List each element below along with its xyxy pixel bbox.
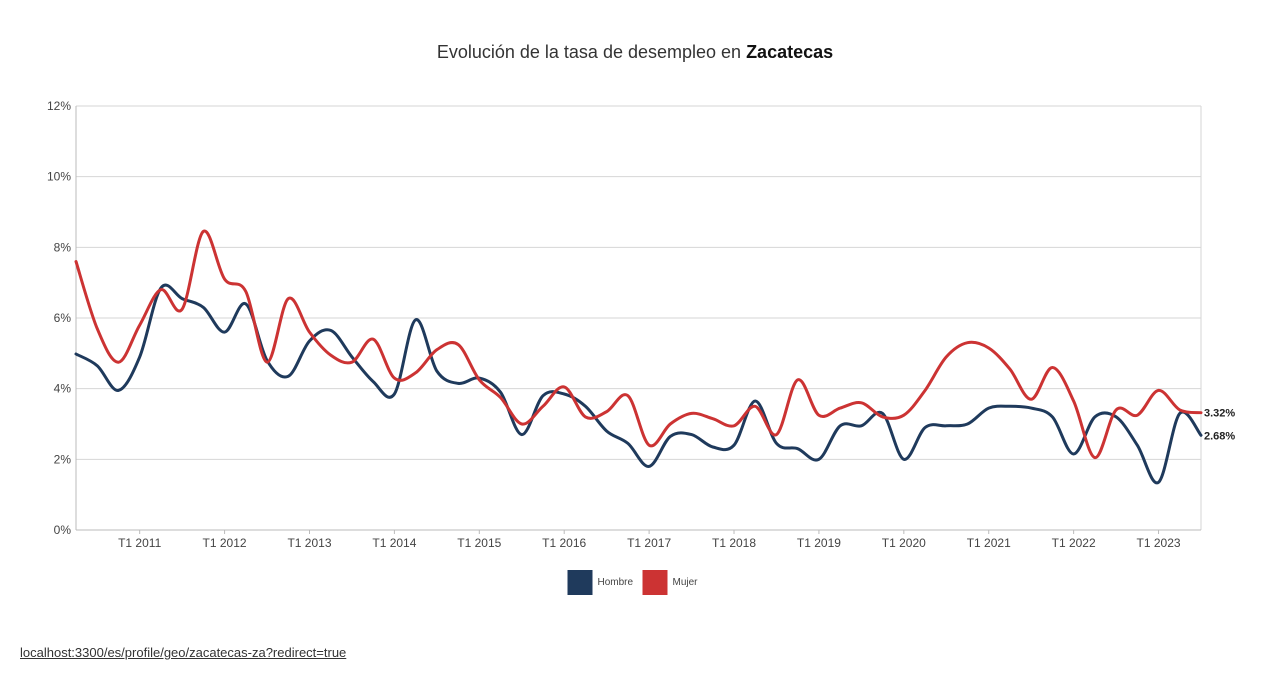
chart-title-prefix: Evolución de la tasa de desempleo en (437, 42, 746, 62)
y-tick-label: 12% (47, 99, 71, 113)
x-tick-label: T1 2023 (1137, 536, 1181, 550)
x-tick-label: T1 2014 (372, 536, 416, 550)
end-labels: 2.68% 3.32% (1204, 408, 1235, 443)
x-tick-label: T1 2021 (967, 536, 1011, 550)
x-tick-label: T1 2020 (882, 536, 926, 550)
y-tick-label: 10% (47, 170, 71, 184)
series-line-hombre[interactable] (74, 283, 1203, 485)
y-tick-labels: 0% 2% 4% 6% 8% 10% 12% (47, 99, 71, 537)
series-line-mujer[interactable] (74, 229, 1203, 460)
x-tick-label: T1 2013 (287, 536, 331, 550)
legend-swatch-hombre[interactable] (567, 570, 593, 595)
legend-label-hombre: Hombre (598, 577, 634, 588)
y-tick-label: 6% (54, 311, 72, 325)
source-url-link[interactable]: localhost:3300/es/profile/geo/zacatecas-… (20, 645, 347, 660)
axes (75, 106, 1201, 531)
x-tick-label: T1 2017 (627, 536, 671, 550)
series-lines (74, 229, 1203, 485)
grid-lines (76, 105, 1202, 530)
y-tick-label: 2% (54, 452, 72, 466)
x-tick-label: T1 2018 (712, 536, 756, 550)
x-tick-label: T1 2016 (542, 536, 586, 550)
x-tick-label: T1 2011 (118, 536, 161, 550)
chart-title-state: Zacatecas (746, 42, 833, 62)
end-label-mujer: 3.32% (1204, 408, 1235, 420)
x-tick-labels: T1 2011 T1 2012 T1 2013 T1 2014 T1 2015 T1 20… (118, 530, 1181, 550)
y-tick-label: 0% (54, 523, 72, 537)
legend-swatch-mujer[interactable] (642, 570, 668, 595)
legend: Hombre Mujer (567, 570, 699, 595)
line-chart: Evolución de la tasa de desempleo en Zac… (47, 42, 1235, 595)
chart-title: Evolución de la tasa de desempleo en Zac… (437, 42, 833, 62)
y-tick-label: 8% (54, 240, 72, 254)
y-tick-label: 4% (54, 382, 72, 396)
x-tick-label: T1 2012 (203, 536, 247, 550)
end-label-hombre: 2.68% (1204, 430, 1235, 442)
x-tick-label: T1 2022 (1052, 536, 1096, 550)
x-tick-label: T1 2015 (457, 536, 501, 550)
x-tick-label: T1 2019 (797, 536, 841, 550)
legend-label-mujer: Mujer (673, 577, 699, 588)
